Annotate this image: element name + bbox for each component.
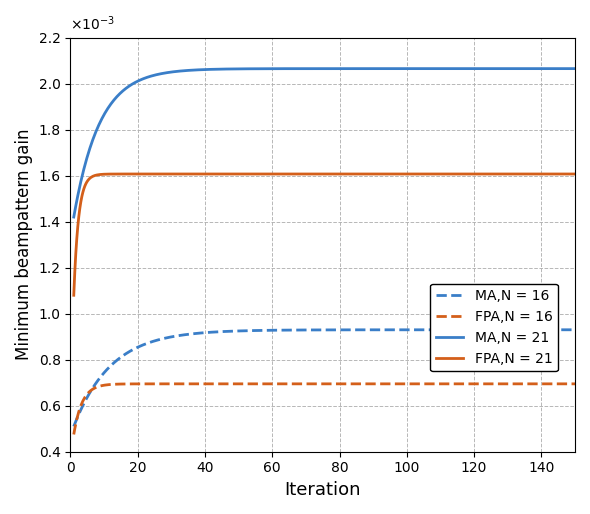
Y-axis label: Minimum beampattern gain: Minimum beampattern gain <box>15 129 33 360</box>
MA,N = 21 <box>70 214 77 220</box>
FPA,N = 16 <box>482 381 489 387</box>
FPA,N = 21 <box>560 171 568 177</box>
FPA,N = 21 <box>309 171 316 177</box>
FPA,N = 16 <box>369 381 376 387</box>
MA,N = 21 <box>312 66 319 72</box>
MA,N = 21 <box>342 66 349 72</box>
MA,N = 16 <box>369 327 376 333</box>
Line: FPA,N = 16: FPA,N = 16 <box>74 384 575 434</box>
FPA,N = 16 <box>309 381 316 387</box>
FPA,N = 16 <box>372 381 379 387</box>
FPA,N = 16 <box>560 381 568 387</box>
MA,N = 21 <box>572 66 579 72</box>
MA,N = 16 <box>312 327 319 333</box>
FPA,N = 21 <box>312 171 319 177</box>
MA,N = 16 <box>481 327 488 333</box>
FPA,N = 21 <box>482 171 489 177</box>
MA,N = 16 <box>70 424 77 430</box>
Line: MA,N = 16: MA,N = 16 <box>74 330 575 427</box>
X-axis label: Iteration: Iteration <box>284 481 361 499</box>
MA,N = 21 <box>481 66 488 72</box>
MA,N = 16 <box>309 327 316 333</box>
MA,N = 16 <box>572 327 579 333</box>
MA,N = 21 <box>309 66 316 72</box>
MA,N = 16 <box>559 327 566 333</box>
MA,N = 21 <box>369 66 376 72</box>
FPA,N = 21 <box>369 171 376 177</box>
Text: $\times10^{-3}$: $\times10^{-3}$ <box>70 15 115 33</box>
FPA,N = 16 <box>572 381 579 387</box>
FPA,N = 21 <box>572 171 579 177</box>
MA,N = 16 <box>342 327 349 333</box>
MA,N = 21 <box>559 66 566 72</box>
FPA,N = 16 <box>312 381 319 387</box>
FPA,N = 16 <box>342 381 349 387</box>
Legend: MA,N = 16, FPA,N = 16, MA,N = 21, FPA,N = 21: MA,N = 16, FPA,N = 16, MA,N = 21, FPA,N … <box>430 284 558 372</box>
Line: MA,N = 21: MA,N = 21 <box>74 69 575 217</box>
FPA,N = 21 <box>244 171 251 177</box>
FPA,N = 16 <box>70 431 77 437</box>
FPA,N = 21 <box>70 292 77 298</box>
FPA,N = 21 <box>342 171 349 177</box>
Line: FPA,N = 21: FPA,N = 21 <box>74 174 575 295</box>
